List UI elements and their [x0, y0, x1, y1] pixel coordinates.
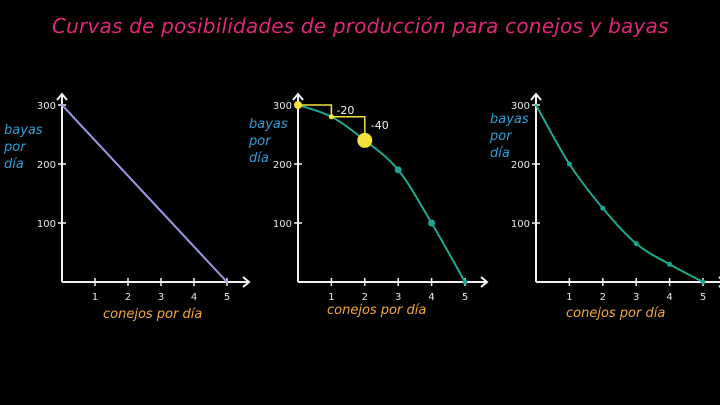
x-tick-label: 1: [328, 292, 334, 303]
chart-concave-ppf: 300 200 100 1 2 3 4 5 bayas por día conejos por día…: [248, 92, 489, 318]
x-tick-label: 5: [700, 292, 706, 303]
x-tick-label: 1: [92, 292, 98, 303]
x-tick-label: 2: [362, 292, 368, 303]
x-tick-label: 4: [428, 292, 434, 303]
y-tick-label: 300: [37, 101, 56, 112]
data-point: [566, 161, 572, 167]
chart-convex-ppf: 300 200 100 1 2 3 4 5 bayas por día conejos por día: [489, 92, 720, 321]
y-axis-label: bayas: [490, 112, 529, 127]
y-axis-arrow-icon: [292, 92, 304, 101]
data-point: [633, 241, 639, 247]
x-tick-label: 3: [633, 292, 639, 303]
x-axis-arrow-icon: [480, 276, 489, 288]
annotation-label: -40: [371, 119, 389, 132]
x-tick-label: 4: [666, 292, 672, 303]
y-axis-arrow-icon: [530, 92, 542, 101]
x-axis-label: conejos por día: [103, 307, 202, 322]
x-axis-label: conejos por día: [566, 306, 665, 321]
y-axis-label: bayas: [4, 123, 43, 138]
x-tick-label: 4: [191, 292, 197, 303]
data-point: [394, 166, 402, 174]
y-tick-label: 300: [273, 101, 292, 112]
y-axis-label: día: [490, 146, 510, 161]
y-tick-label: 300: [511, 101, 530, 112]
data-point: [700, 279, 706, 285]
x-tick-label: 5: [224, 292, 230, 303]
step-line: [298, 104, 333, 117]
data-point: [428, 219, 436, 227]
x-tick-label: 5: [462, 292, 468, 303]
y-tick-label: 100: [511, 219, 530, 230]
y-tick-label: 200: [511, 160, 530, 171]
x-tick-label: 2: [125, 292, 131, 303]
x-tick-label: 3: [395, 292, 401, 303]
chart-linear-ppf: 300 200 100 1 2 3 4 5 bayas por día conejos por día: [3, 92, 251, 322]
data-point: [462, 279, 468, 285]
ppf-curve: [61, 104, 228, 283]
page-title: Curvas de posibilidades de producción pa…: [52, 14, 669, 38]
data-point: [600, 205, 606, 211]
y-axis-label: día: [4, 157, 24, 172]
data-point: [667, 261, 673, 267]
x-tick-label: 3: [158, 292, 164, 303]
x-axis-label: conejos por día: [327, 303, 426, 318]
y-axis-arrow-icon: [56, 92, 68, 101]
y-tick-label: 100: [37, 219, 56, 230]
x-tick-label: 1: [566, 292, 572, 303]
y-tick-label: 200: [273, 160, 292, 171]
x-axis-arrow-icon: [242, 276, 251, 288]
step-line: [331, 116, 366, 141]
y-tick-label: 100: [273, 219, 292, 230]
y-axis-label: por: [489, 129, 513, 144]
x-tick-label: 2: [600, 292, 606, 303]
y-axis-label: por: [248, 134, 272, 149]
y-axis-label: por: [3, 140, 27, 155]
y-axis-label: día: [249, 151, 269, 166]
annotation-label: -20: [336, 104, 354, 117]
y-axis-label: bayas: [249, 117, 288, 132]
y-tick-label: 200: [37, 160, 56, 171]
ppf-curve: [535, 104, 704, 283]
